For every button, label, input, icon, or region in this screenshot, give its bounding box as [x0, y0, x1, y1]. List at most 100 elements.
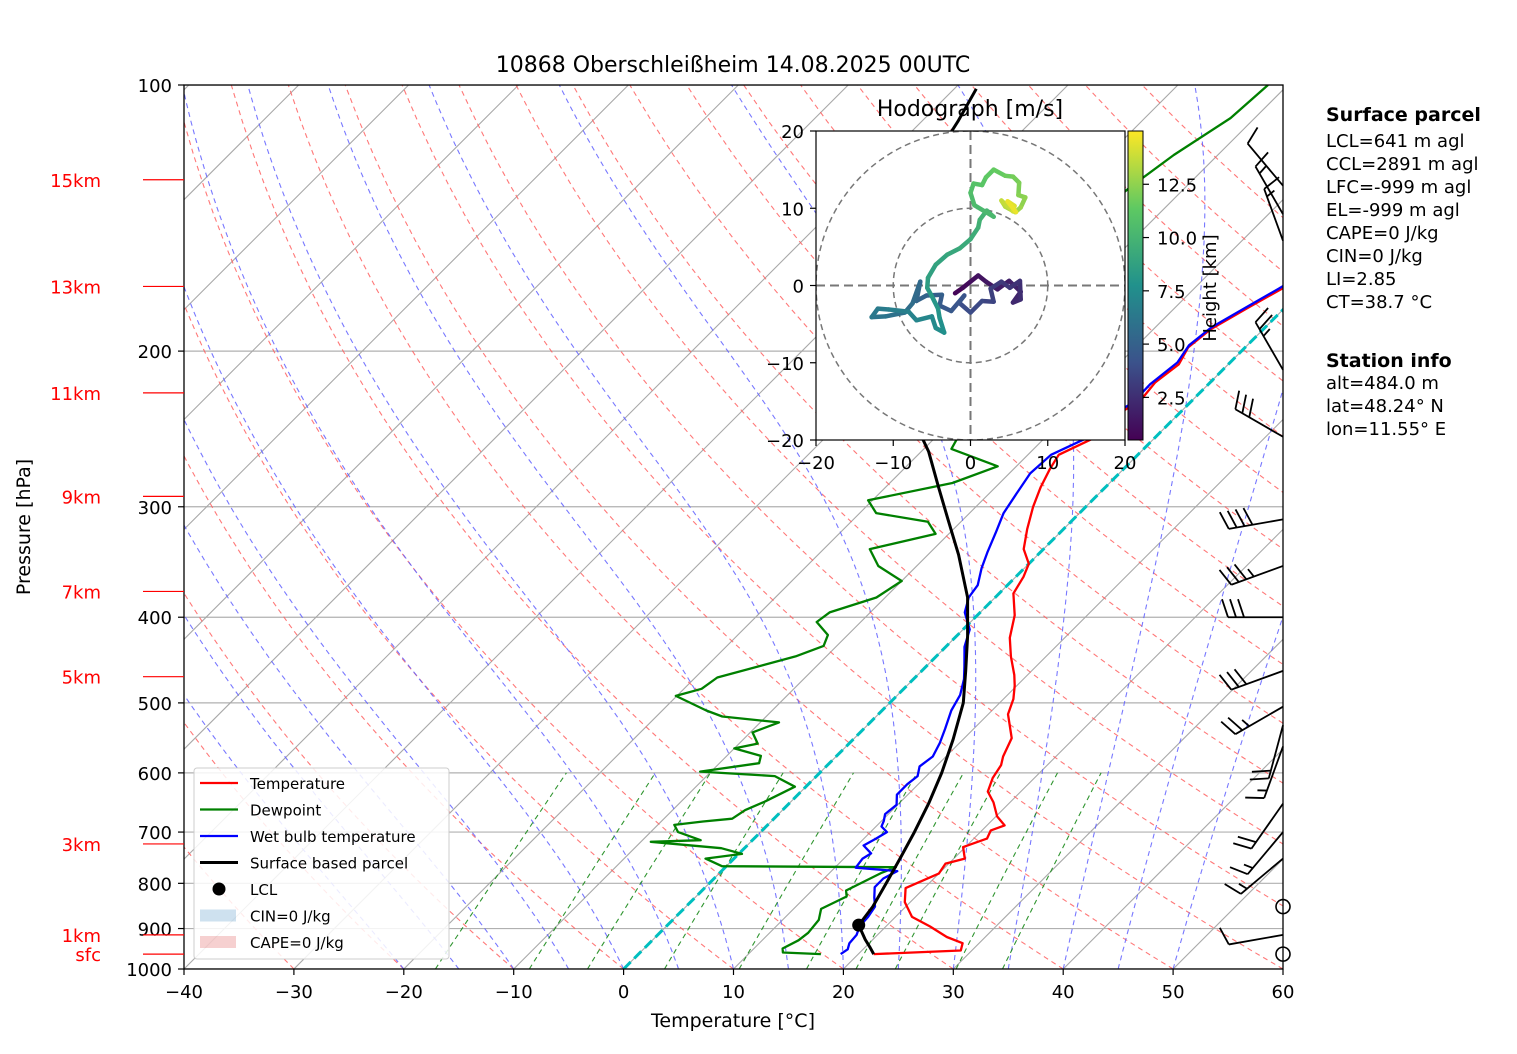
x-tick-label: 60	[1272, 982, 1295, 1003]
wind-barb-flag	[1226, 566, 1240, 583]
wind-barb-flag	[1237, 835, 1257, 843]
hodograph-segment	[945, 246, 962, 257]
wind-barb-half-flag	[1241, 719, 1250, 727]
hodograph-segment	[968, 298, 985, 315]
colorbar-tick-label: 12.5	[1157, 175, 1197, 196]
legend-box	[193, 767, 450, 960]
legend: Temperature Dewpoint Wet bulb temperature S…	[193, 767, 450, 960]
legend-label: Surface based parcel	[250, 855, 408, 873]
hodograph-segment	[1005, 199, 1019, 215]
wind-barb	[1219, 507, 1284, 530]
hodograph-x-tick-label: 20	[1114, 453, 1137, 474]
wind-barb-flag	[1258, 314, 1273, 330]
height-label: 9km	[62, 487, 101, 508]
x-tick-label: 0	[618, 982, 629, 1003]
wind-barb	[1234, 390, 1284, 438]
wind-barb-shaft	[1231, 670, 1284, 691]
legend-item: CIN=0 J/kg	[200, 908, 331, 926]
moist-adiabat	[1172, 614, 1283, 969]
wind-barb-flag	[1229, 598, 1237, 618]
legend-label: LCL	[250, 881, 278, 899]
x-axis-label: Temperature [°C]	[650, 1010, 815, 1032]
legend-label: Dewpoint	[250, 802, 321, 820]
wind-barb-flag	[1241, 394, 1247, 414]
wind-barb	[1220, 705, 1284, 735]
surface-parcel-line: CIN=0 J/kg	[1326, 246, 1423, 267]
station-info-line: alt=484.0 m	[1326, 373, 1439, 394]
chart-title: 10868 Oberschleißheim 14.08.2025 00UTC	[496, 53, 971, 78]
hodograph-segment	[914, 314, 935, 323]
wind-barb-flag	[1220, 720, 1236, 735]
surface-parcel-line: CT=38.7 °C	[1326, 292, 1432, 313]
isotherm-line	[513, 198, 1283, 969]
station-info-line: lat=48.24° N	[1326, 396, 1444, 417]
mixing-ratio-line	[664, 772, 784, 969]
surface-parcel-line: LFC=-999 m agl	[1326, 177, 1471, 198]
moist-adiabat	[957, 85, 1075, 969]
hodograph-axes: −20−20 −10 −10 0 0 10 10 20 20	[766, 122, 1136, 474]
dry-adiabat	[184, 721, 405, 969]
wind-barb-flag	[1229, 866, 1248, 876]
dry-adiabat	[515, 85, 1283, 845]
hodograph-segment	[933, 252, 950, 267]
hodograph-grid	[816, 131, 1125, 440]
dry-adiabat	[184, 119, 844, 969]
wind-barb-shaft	[1228, 934, 1284, 946]
dry-adiabat	[344, 85, 1174, 969]
hodograph-segment	[957, 236, 973, 251]
hodograph-segment	[929, 294, 941, 311]
hodograph: Hodograph [m/s] −20−20 −10 −10 0 0 10 10 20 20 2…	[766, 97, 1221, 474]
x-tick-label: −40	[165, 982, 203, 1003]
wind-barbs	[1218, 126, 1291, 962]
hodograph-y-tick-label: 20	[781, 122, 804, 143]
wind-barb	[1229, 831, 1284, 876]
height-label: 7km	[62, 582, 101, 603]
dry-adiabat	[230, 85, 954, 969]
x-axis: −40 −30 −20 −10 0 10 20 30 40 50 60	[165, 969, 1294, 1003]
series-temperature	[873, 286, 1283, 956]
wind-barb-flag	[1237, 598, 1245, 618]
y-tick-label: 900	[138, 920, 172, 941]
isotherm-line	[623, 308, 1283, 969]
x-tick-label: 40	[1052, 982, 1075, 1003]
wind-barb-flag	[1226, 510, 1238, 528]
wind-barb-flag	[1227, 716, 1243, 731]
wind-barb-flag	[1251, 769, 1271, 773]
wind-barb-flag	[1218, 569, 1233, 586]
wind-barb-flag	[1226, 671, 1240, 688]
hodograph-y-tick-label: −20	[766, 431, 804, 452]
height-label: 3km	[62, 835, 101, 856]
wind-barb-flag	[1218, 674, 1233, 691]
y-axis: 100 200 300 400 500 600 700 800 900 1000	[126, 76, 184, 981]
hodograph-title: Hodograph [m/s]	[877, 97, 1063, 122]
hodograph-x-tick-label: 0	[965, 453, 976, 474]
hodograph-segment	[937, 315, 947, 335]
isotherm-line	[184, 85, 849, 750]
x-tick-label: 50	[1162, 982, 1185, 1003]
moist-adiabat	[1062, 85, 1206, 969]
moist-adiabat	[247, 85, 735, 969]
wind-barb-half-flag	[1262, 328, 1271, 337]
legend-label: CAPE=0 J/kg	[250, 934, 344, 952]
y-tick-label: 400	[138, 608, 172, 629]
isotherm-line	[184, 85, 519, 421]
info-panel: Surface parcel Station info LCL=641 m ag…	[1326, 104, 1481, 440]
wind-barb-shaft	[1228, 518, 1284, 530]
wind-barb-shaft	[1267, 725, 1284, 779]
wind-barb-flag	[1245, 796, 1265, 799]
mixing-ratio-line	[738, 772, 854, 969]
wind-barb-shaft	[1263, 188, 1284, 241]
hodograph-segment	[968, 225, 981, 242]
wind-barb	[1218, 563, 1284, 586]
station-info-line: lon=11.55° E	[1326, 419, 1446, 440]
dry-adiabat	[401, 85, 1283, 969]
wind-barb-flag	[1246, 126, 1259, 145]
legend-item: LCL	[212, 881, 278, 899]
colorbar-ticks: 2.5 5.0 7.5 10.0 12.5	[1143, 175, 1197, 409]
surface-parcel-line: EL=-999 m agl	[1326, 200, 1460, 221]
legend-swatch-marker	[212, 882, 226, 896]
surface-parcel-line: CAPE=0 J/kg	[1326, 223, 1439, 244]
mixing-ratio-line	[855, 772, 964, 969]
hodograph-segment	[910, 279, 923, 306]
isotherm-line	[843, 528, 1283, 969]
